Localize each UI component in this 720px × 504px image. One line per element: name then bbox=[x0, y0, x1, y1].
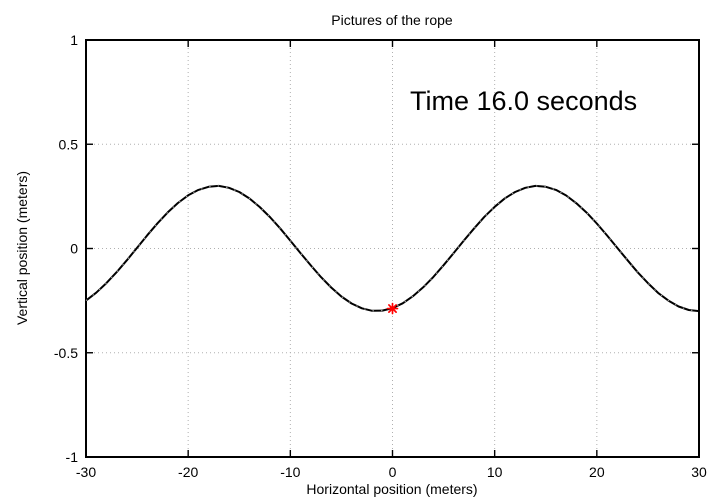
y-tick-labels: -1 -0.5 0 0.5 1 bbox=[54, 32, 78, 465]
asterisk-marker-arm bbox=[388, 304, 397, 313]
time-annotation: Time 16.0 seconds bbox=[410, 86, 637, 116]
y-tick-label: 0 bbox=[70, 241, 78, 257]
x-tick-label: 20 bbox=[589, 464, 605, 480]
y-tick-label: -1 bbox=[66, 449, 79, 465]
y-tick-label: -0.5 bbox=[54, 345, 78, 361]
axis-ticks bbox=[85, 39, 700, 458]
x-tick-label: -10 bbox=[280, 464, 300, 480]
x-tick-labels: -30 -20 -10 0 10 20 30 bbox=[76, 464, 707, 480]
marked-point-asterisk bbox=[386, 302, 399, 315]
y-axis-label: Vertical position (meters) bbox=[14, 171, 30, 325]
y-tick-label: 1 bbox=[70, 32, 78, 48]
x-tick-label: 30 bbox=[691, 464, 707, 480]
x-axis-label: Horizontal position (meters) bbox=[306, 481, 477, 497]
x-tick-label: -20 bbox=[178, 464, 198, 480]
plot-title: Pictures of the rope bbox=[331, 12, 453, 28]
gridlines bbox=[86, 40, 699, 457]
x-tick-label: -30 bbox=[76, 464, 96, 480]
x-tick-label: 0 bbox=[389, 464, 397, 480]
y-tick-label: 0.5 bbox=[59, 136, 79, 152]
x-tick-label: 10 bbox=[487, 464, 503, 480]
